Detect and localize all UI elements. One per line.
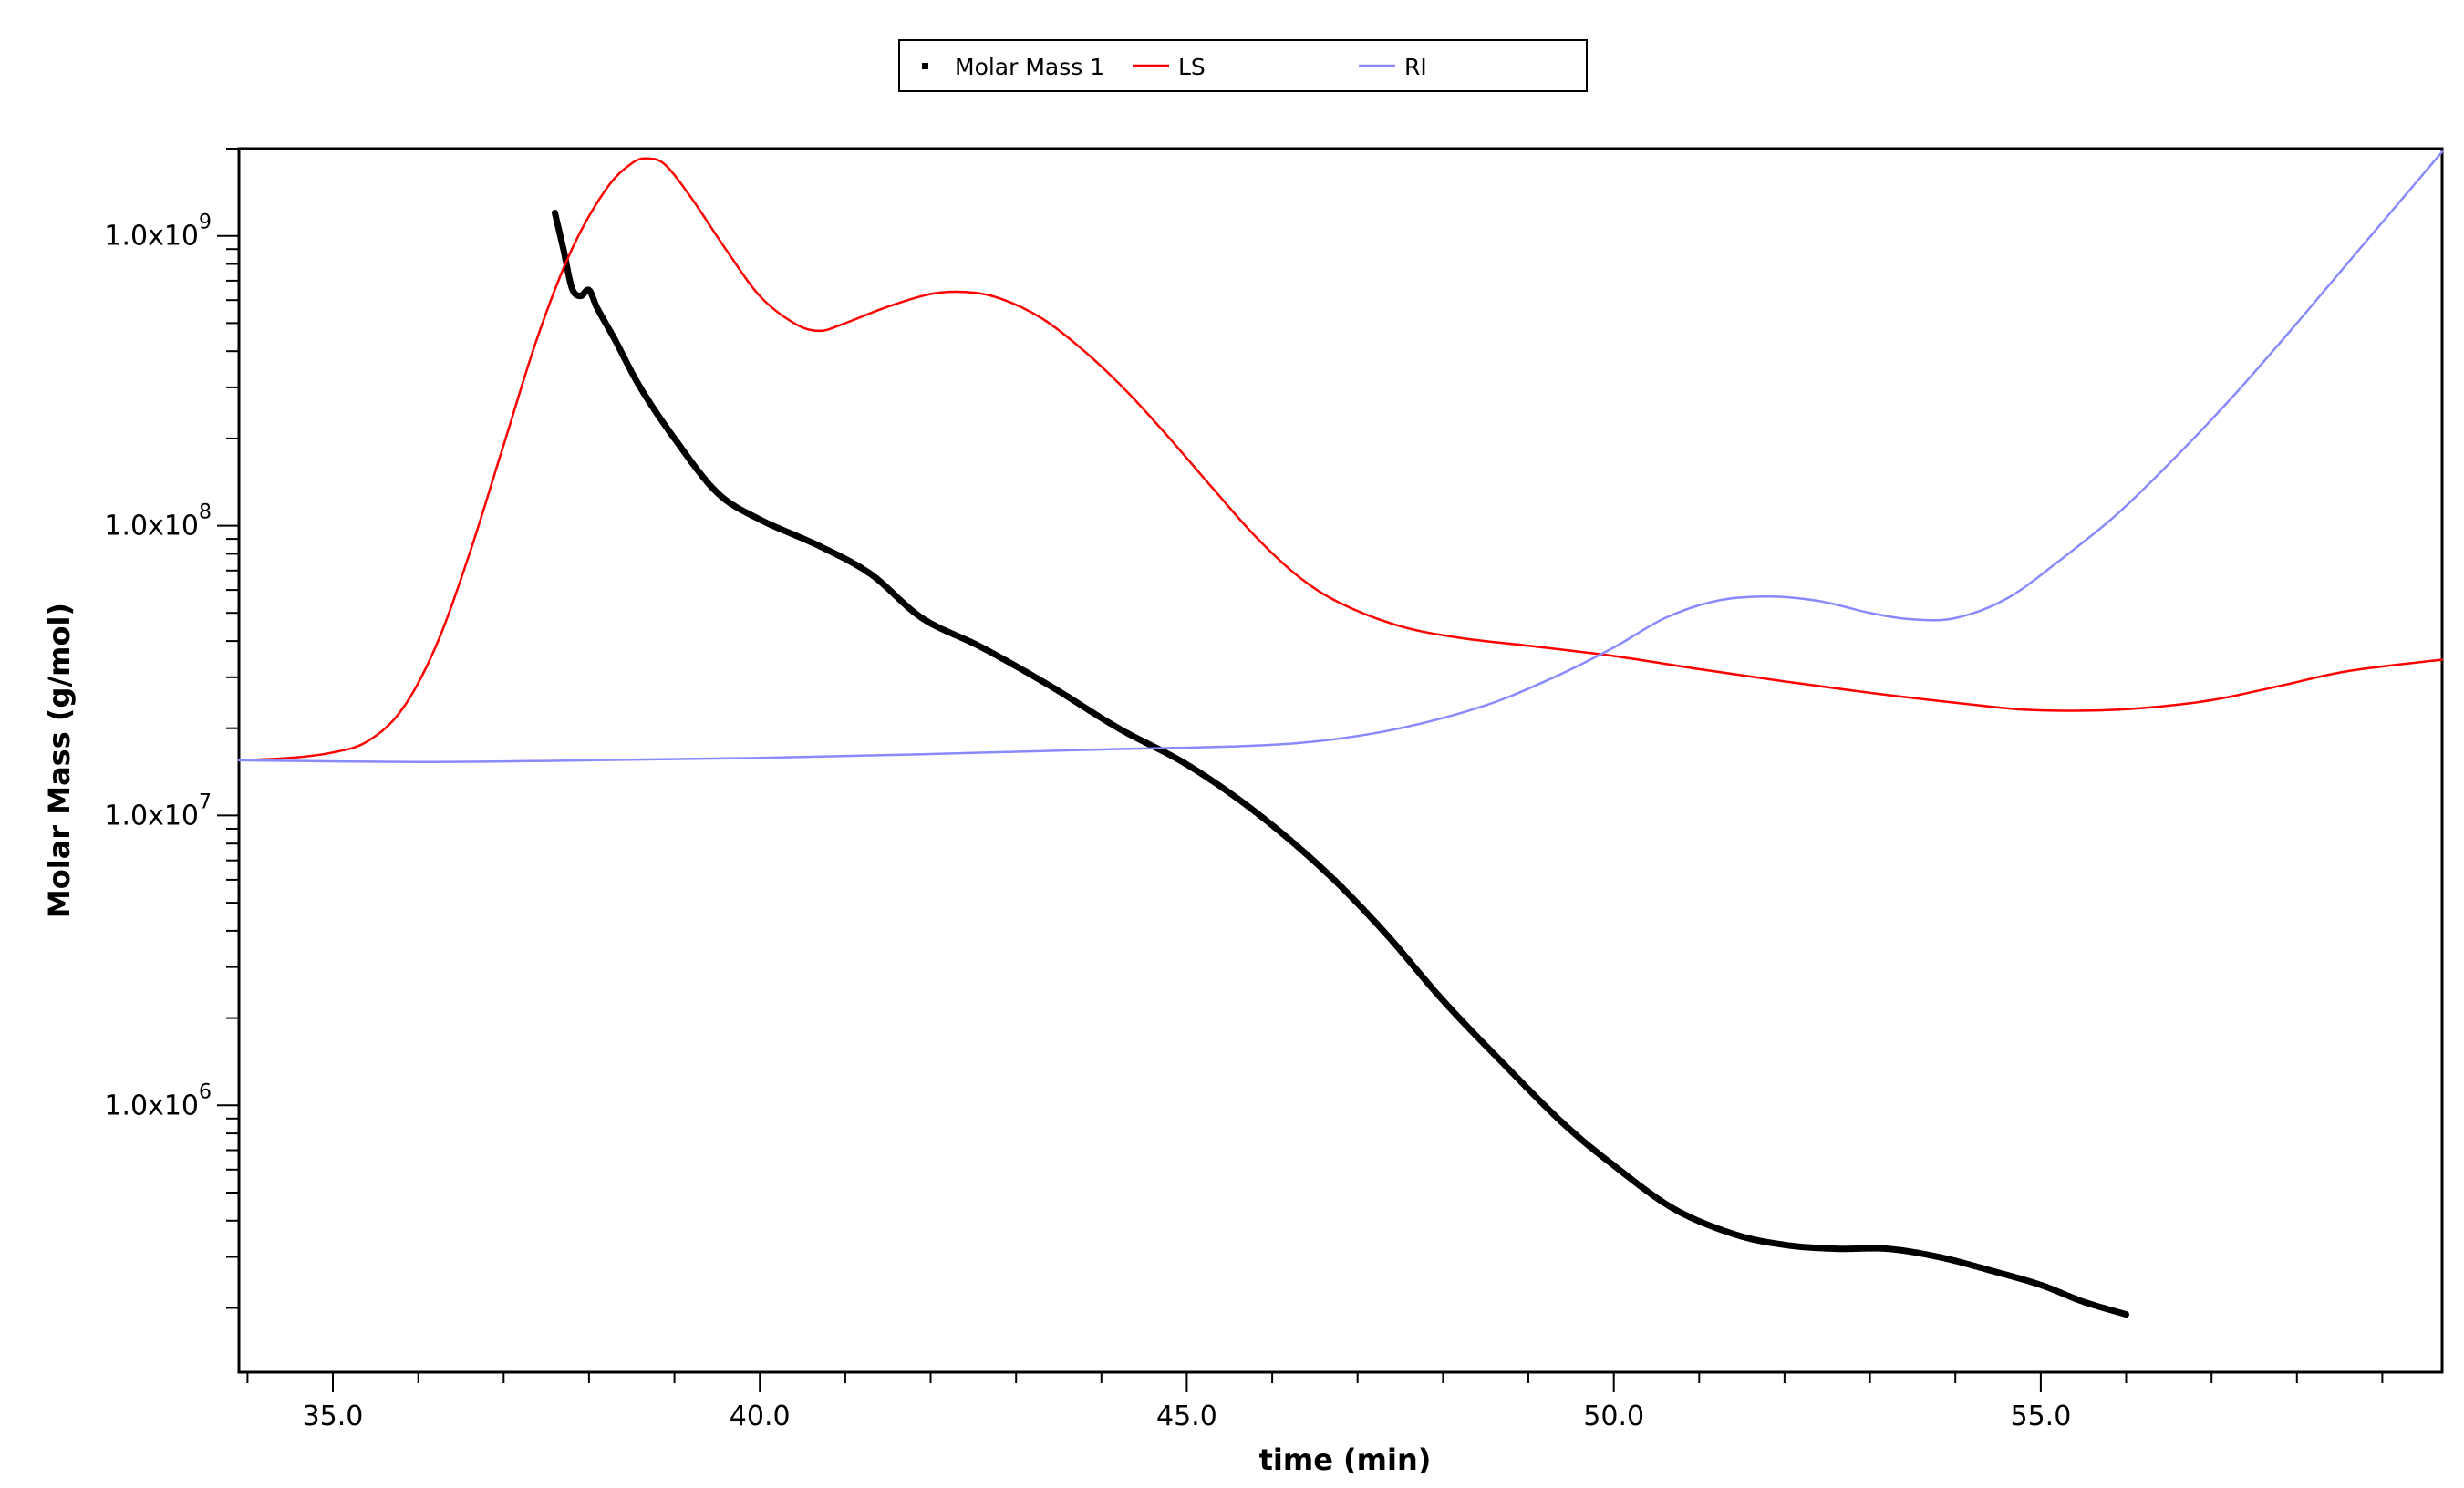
y-axis-label: Molar Mass (g/mol) — [42, 603, 77, 918]
x-tick-label: 45.0 — [1156, 1400, 1217, 1432]
y-tick-label: 1.0x107 — [104, 790, 212, 832]
x-tick-label: 40.0 — [730, 1400, 791, 1432]
series-ls — [237, 157, 2444, 762]
y-axis-ticks — [217, 148, 239, 1309]
x-tick-label: 50.0 — [1583, 1400, 1644, 1432]
y-axis-tick-labels: 1.0x106 1.0x107 1.0x108 1.0x109 — [104, 212, 212, 1122]
x-tick-label: 35.0 — [303, 1400, 364, 1432]
y-tick-label: 1.0x106 — [104, 1080, 212, 1121]
series-layer — [237, 150, 2444, 1318]
legend: Molar Mass 1 LS RI — [898, 39, 1588, 92]
series-molar-mass-1 — [552, 210, 2129, 1318]
x-tick-label: 55.0 — [2011, 1400, 2072, 1432]
legend-marker-molar-mass-1 — [922, 63, 928, 69]
series-ri — [237, 150, 2444, 763]
x-axis-ticks — [246, 1372, 2384, 1392]
y-tick-label: 1.0x109 — [104, 212, 212, 253]
legend-label-molar-mass-1: Molar Mass 1 — [955, 54, 1104, 80]
x-axis-label: time (min) — [1259, 1442, 1432, 1477]
y-tick-label: 1.0x108 — [104, 501, 212, 542]
legend-label-ri: RI — [1404, 54, 1427, 80]
x-axis-tick-labels: 35.0 40.0 45.0 50.0 55.0 — [303, 1400, 2072, 1432]
legend-box — [898, 39, 1588, 92]
legend-label-ls: LS — [1178, 54, 1206, 80]
